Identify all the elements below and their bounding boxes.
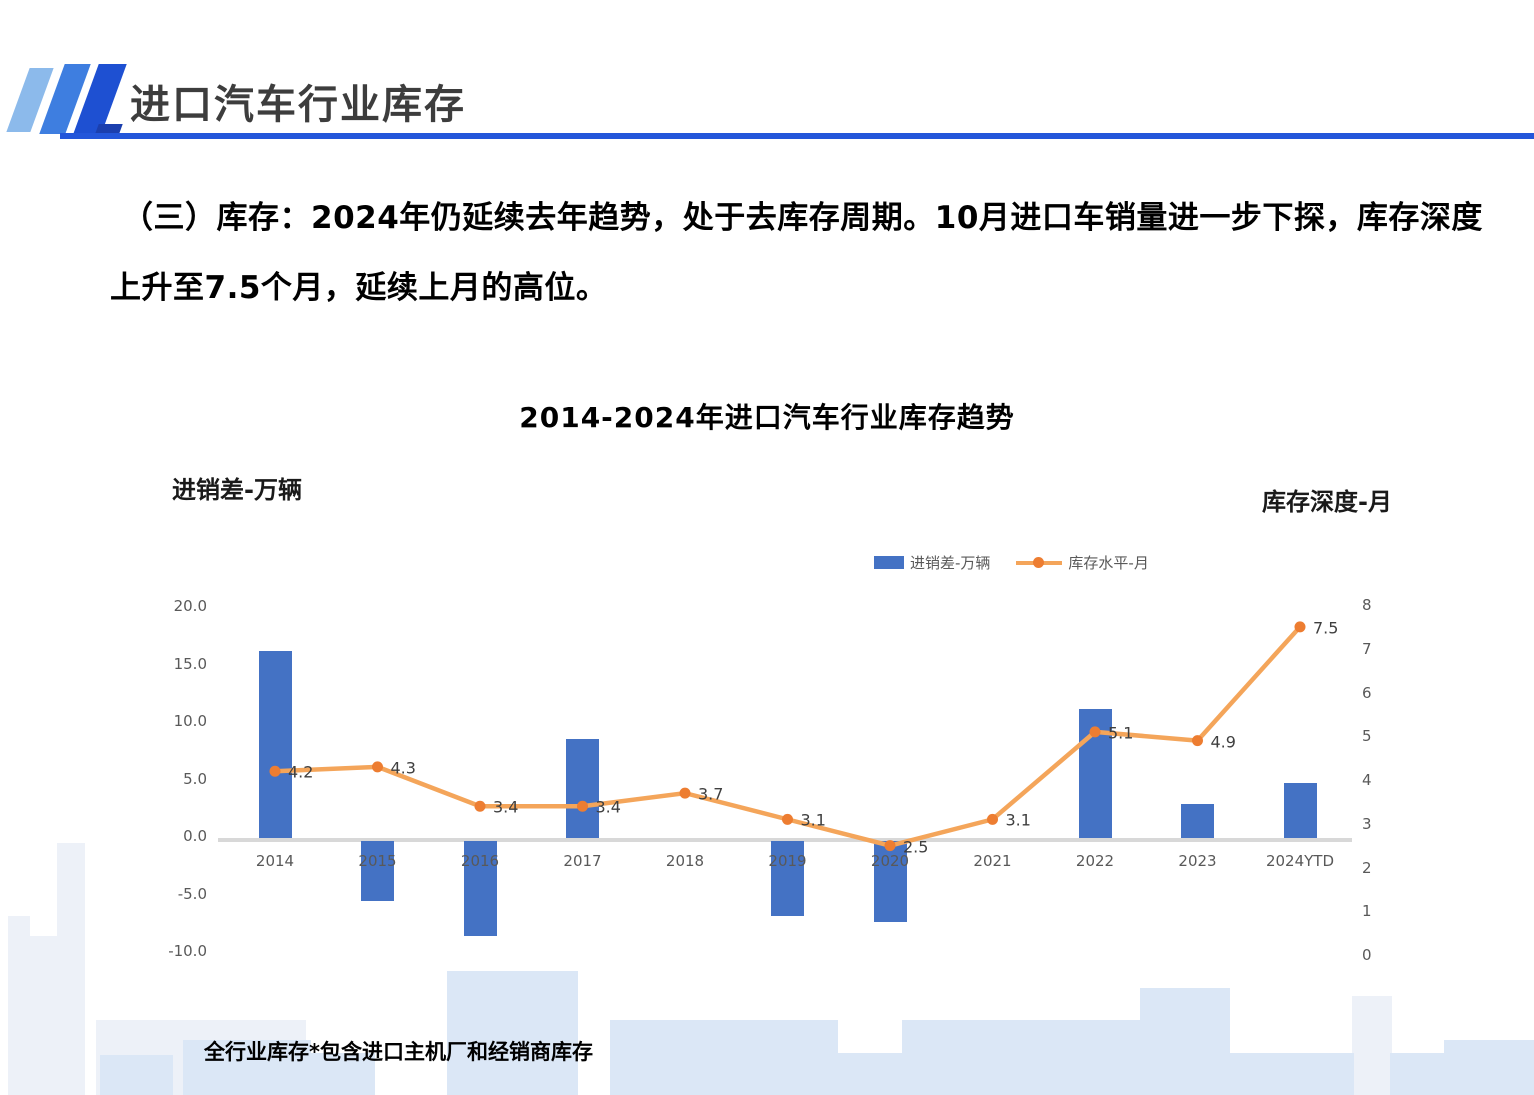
legend-item-line-series: 库存水平-月: [1016, 552, 1149, 573]
left-axis-tick: -5.0: [177, 884, 207, 903]
skyline-block: [30, 936, 57, 1095]
line-marker-2019: [782, 813, 793, 825]
data-label-2016: 3.4: [493, 797, 519, 817]
right-axis-tick: 0: [1362, 946, 1372, 964]
legend-bar-swatch-icon: [874, 556, 904, 569]
data-label-2018: 3.7: [698, 784, 724, 804]
right-axis-tick: 6: [1362, 683, 1372, 702]
x-axis-label-2017: 2017: [563, 852, 602, 870]
x-axis-label-2020: 2020: [870, 852, 910, 870]
x-axis-label-2016: 2016: [460, 852, 500, 870]
summary-line-1: （三）库存：2024年仍延续去年趋势，处于去库存周期。10月进口车销量进一步下探…: [122, 200, 1483, 236]
skyline-block: [1444, 1040, 1534, 1095]
x-axis-label-2015: 2015: [358, 852, 397, 870]
skyline-block: [311, 1053, 375, 1095]
bar-2023: [1181, 803, 1214, 838]
data-label-2021: 3.1: [1005, 810, 1031, 830]
skyline-block: [902, 1020, 1140, 1095]
line-marker-2021: [987, 813, 998, 825]
line-marker-2023: [1192, 735, 1203, 747]
data-label-2024YTD: 7.5: [1313, 618, 1339, 638]
bar-2024YTD: [1283, 782, 1317, 838]
page-title: 进口汽车行业库存: [130, 82, 466, 128]
left-axis-tick: 10.0: [173, 712, 207, 730]
line-marker-2018: [679, 787, 691, 799]
bar-2022: [1078, 709, 1112, 838]
data-label-2017: 3.4: [595, 797, 621, 817]
x-axis-label-2024YTD: 2024YTD: [1265, 852, 1335, 870]
left-axis-tick: 20.0: [173, 597, 207, 615]
data-label-2015: 4.3: [390, 758, 416, 778]
bar-2014: [258, 650, 292, 838]
x-axis-label-2014: 2014: [255, 852, 295, 870]
data-label-2014: 4.2: [288, 762, 314, 782]
skyline-block: [838, 1053, 902, 1095]
skyline-block: [8, 916, 30, 1095]
x-axis-label-2018: 2018: [665, 852, 705, 870]
skyline-block: [1390, 1053, 1444, 1095]
bar-2019: [771, 841, 804, 916]
left-axis-tick: 0.0: [183, 827, 207, 845]
line-path: [274, 625, 1302, 848]
chart-footnote: 全行业库存*包含进口主机厂和经销商库存: [204, 1040, 593, 1064]
skyline-block: [1140, 988, 1230, 1095]
skyline-block: [610, 1020, 838, 1095]
legend-line-swatch-icon: [1016, 556, 1063, 569]
skyline-block: [1230, 1053, 1354, 1095]
bar-2020: [873, 841, 907, 922]
line-marker-2015: [372, 761, 383, 773]
skyline-block: [100, 1055, 173, 1095]
right-axis-tick: 3: [1362, 814, 1372, 833]
data-label-2019: 3.1: [800, 810, 826, 830]
line-marker-2024YTD: [1294, 621, 1306, 633]
left-axis-tick: -10.0: [168, 942, 207, 960]
right-axis-tick: 2: [1362, 858, 1372, 877]
chart-legend: 进销差-万辆 库存水平-月: [874, 552, 1149, 573]
bar-2016: [463, 841, 497, 937]
x-axis-label-2019: 2019: [768, 852, 807, 870]
x-axis-label-2023: 2023: [1178, 852, 1217, 870]
data-label-2023: 4.9: [1210, 732, 1236, 752]
line-marker-2016: [474, 800, 486, 812]
legend-item-bar-series: 进销差-万辆: [874, 552, 990, 573]
left-axis-tick: 15.0: [173, 654, 207, 673]
x-axis-label-2022: 2022: [1075, 852, 1115, 870]
legend-label: 库存水平-月: [1068, 554, 1149, 572]
left-axis-tick: 5.0: [183, 769, 207, 788]
header-rule: [60, 133, 1534, 139]
legend-label: 进销差-万辆: [910, 554, 991, 572]
skyline-block: [1352, 996, 1392, 1095]
right-axis-unit-label: 库存深度-月: [1262, 488, 1392, 516]
x-axis-label-2021: 2021: [973, 852, 1012, 870]
right-axis-tick: 4: [1362, 771, 1372, 789]
right-axis-tick: 8: [1362, 596, 1372, 614]
right-axis-tick: 5: [1362, 727, 1372, 746]
left-axis-unit-label: 进销差-万辆: [172, 476, 302, 504]
data-label-2020: 2.5: [903, 837, 929, 857]
skyline-block: [183, 1040, 311, 1095]
right-axis-tick: 1: [1362, 902, 1372, 921]
bar-2017: [566, 739, 599, 838]
skyline-block: [447, 971, 578, 1095]
data-label-2022: 5.1: [1108, 723, 1134, 743]
summary-line-2: 上升至7.5个月，延续上月的高位。: [110, 270, 608, 306]
bar-2015: [361, 841, 394, 901]
chart-title: 2014-2024年进口汽车行业库存趋势: [519, 401, 1015, 434]
right-axis-tick: 7: [1362, 639, 1372, 658]
skyline-block: [57, 843, 85, 1095]
